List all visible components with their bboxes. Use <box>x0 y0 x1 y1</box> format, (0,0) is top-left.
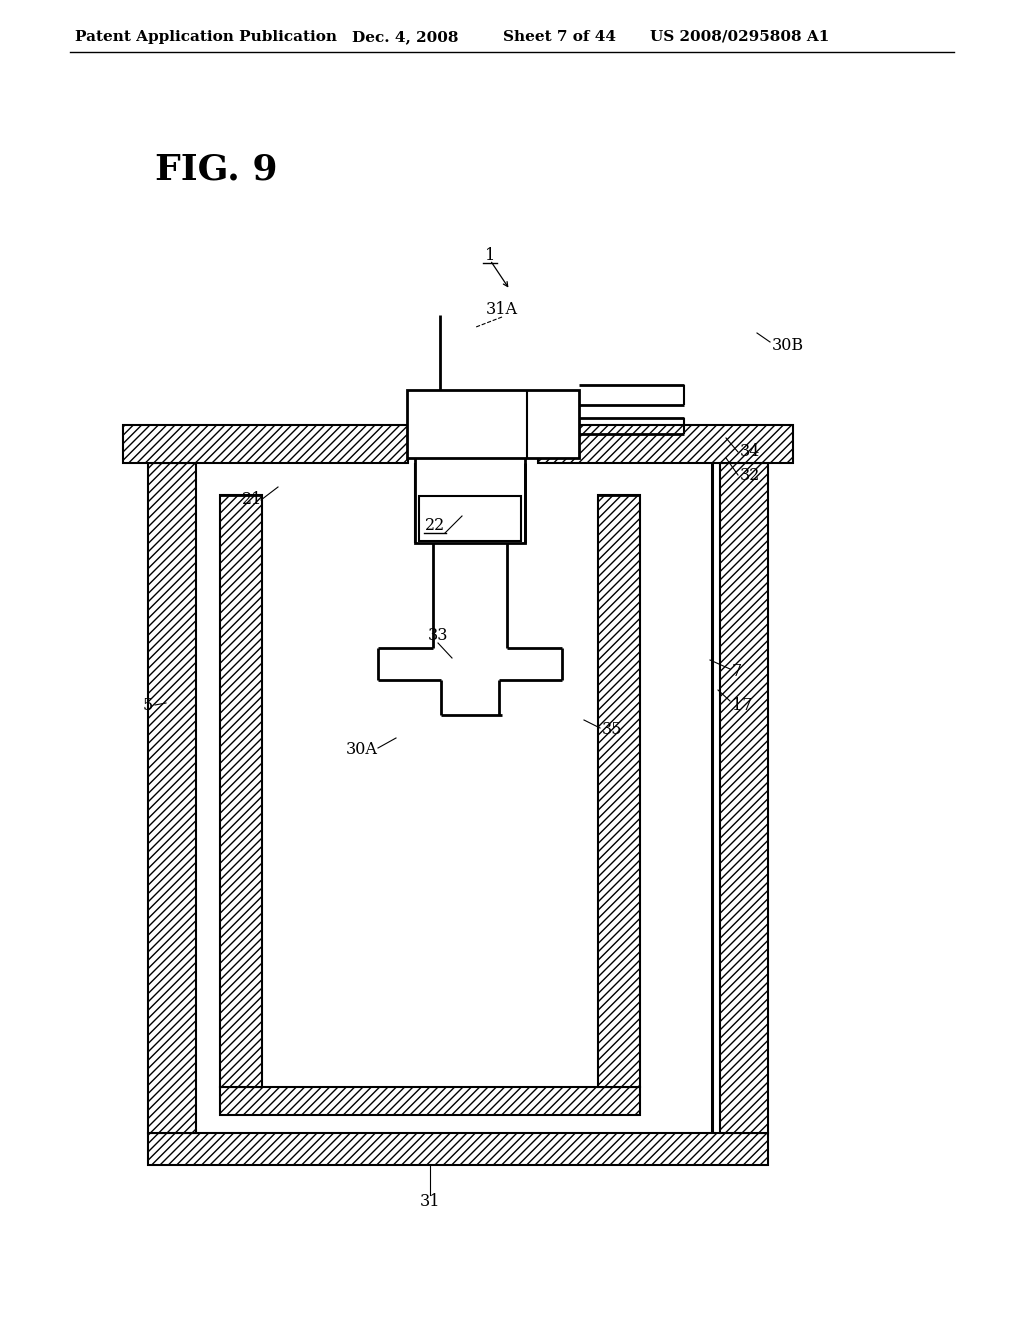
Text: 35: 35 <box>602 722 623 738</box>
Bar <box>419 496 521 541</box>
Bar <box>220 1086 640 1115</box>
Text: Sheet 7 of 44: Sheet 7 of 44 <box>503 30 616 44</box>
Text: 30A: 30A <box>346 742 378 759</box>
Bar <box>598 495 640 1086</box>
Text: 31: 31 <box>420 1193 440 1210</box>
Bar <box>538 425 793 463</box>
Bar <box>148 1133 768 1166</box>
Text: Dec. 4, 2008: Dec. 4, 2008 <box>352 30 459 44</box>
Text: 17: 17 <box>732 697 753 714</box>
Text: 5: 5 <box>143 697 154 714</box>
Bar <box>407 389 579 458</box>
Text: 21: 21 <box>242 491 262 508</box>
Text: FIG. 9: FIG. 9 <box>155 153 278 187</box>
Text: 33: 33 <box>428 627 449 644</box>
Bar <box>148 463 196 1133</box>
Text: US 2008/0295808 A1: US 2008/0295808 A1 <box>650 30 829 44</box>
Text: 32: 32 <box>740 466 761 483</box>
Bar <box>720 463 768 1133</box>
Bar <box>423 502 517 539</box>
Bar <box>415 399 525 543</box>
Text: 7: 7 <box>732 664 742 681</box>
Bar <box>123 425 408 463</box>
Text: Patent Application Publication: Patent Application Publication <box>75 30 337 44</box>
Text: 22: 22 <box>425 516 445 533</box>
Text: 1: 1 <box>485 247 496 264</box>
Text: 30B: 30B <box>772 337 804 354</box>
Text: 34: 34 <box>740 444 761 461</box>
Bar <box>220 495 262 1086</box>
Text: 31A: 31A <box>486 301 518 318</box>
